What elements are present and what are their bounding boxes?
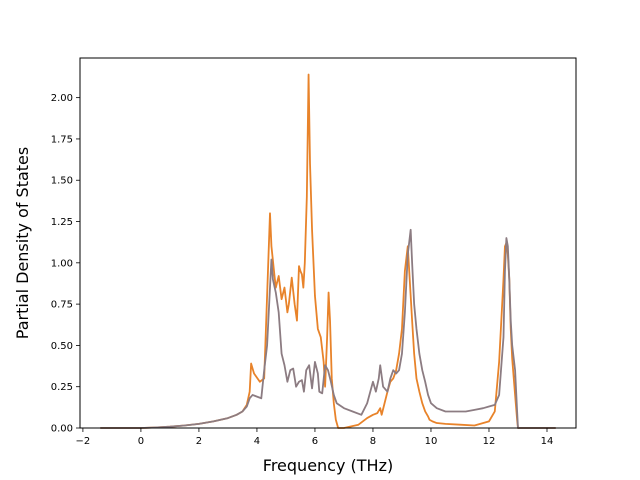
x-tick-label: 0 (138, 436, 144, 447)
x-tick-label: −2 (76, 436, 91, 447)
x-tick-label: 6 (312, 436, 318, 447)
series-layer (100, 73, 556, 429)
plot-frame (79, 57, 577, 429)
x-tick-label: 10 (425, 436, 438, 447)
y-tick-label: 0.50 (51, 341, 73, 352)
y-tick-label: 1.25 (51, 217, 73, 228)
y-axis-label: Partial Density of States (13, 147, 32, 339)
y-tick-label: 0.25 (51, 382, 73, 393)
y-tick-label: 2.00 (51, 93, 73, 104)
y-tick-label: 0.00 (51, 424, 73, 435)
y-tick-label: 1.00 (51, 258, 73, 269)
series-line-2 (100, 228, 556, 429)
y-tick-label: 1.50 (51, 176, 73, 187)
y-tick-label: 0.75 (51, 300, 73, 311)
plot-area (80, 58, 576, 428)
x-tick-label: 4 (254, 436, 260, 447)
x-tick-label: 12 (483, 436, 496, 447)
y-tick-label: 1.75 (51, 134, 73, 145)
x-tick-label: 2 (196, 436, 202, 447)
x-axis-label: Frequency (THz) (263, 456, 393, 475)
x-ticks: −2 0 2 4 6 8 10 12 14 (76, 428, 554, 447)
series-line-1 (100, 73, 556, 429)
x-tick-label: 14 (541, 436, 554, 447)
y-ticks: 0.00 0.25 0.50 0.75 1.00 1.25 1.50 1.75 2.00 (51, 93, 80, 435)
x-tick-label: 8 (370, 436, 376, 447)
